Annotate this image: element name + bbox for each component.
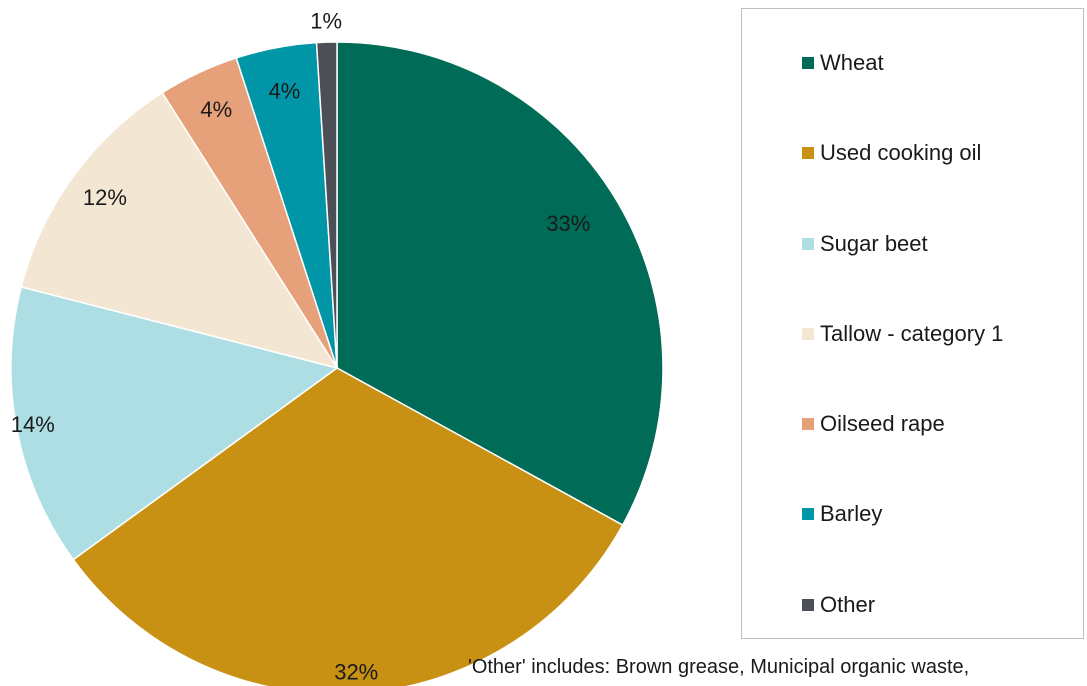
- legend-label-sugar-beet: Sugar beet: [820, 231, 928, 256]
- legend-swatch-sugar-beet: [802, 238, 814, 250]
- pie-data-labels: 33% 32% 14% 12% 4% 4% 1%: [11, 8, 591, 684]
- legend-label-barley: Barley: [820, 501, 883, 526]
- legend-swatch-other: [802, 599, 814, 611]
- data-label-tallow-category-1: 12%: [83, 185, 127, 210]
- legend-label-oilseed-rape: Oilseed rape: [820, 411, 945, 436]
- legend-item-wheat: Wheat: [802, 48, 884, 78]
- legend-swatch-oilseed-rape: [802, 418, 814, 430]
- pie-slices: [10, 41, 664, 686]
- legend-label-wheat: Wheat: [820, 50, 884, 75]
- legend-label-tallow-category-1: Tallow - category 1: [820, 321, 1004, 346]
- legend-item-used-cooking-oil: Used cooking oil: [802, 138, 981, 168]
- pie-slice-sugar-beet: [10, 286, 339, 561]
- legend-swatch-barley: [802, 508, 814, 520]
- data-label-other: 1%: [310, 8, 342, 33]
- legend-label-used-cooking-oil: Used cooking oil: [820, 140, 982, 165]
- pie-slice-used-cooking-oil: [72, 367, 624, 686]
- chart-footnote: 'Other' includes: Brown grease, Municipa…: [468, 656, 970, 678]
- legend-swatch-used-cooking-oil: [802, 147, 814, 159]
- legend: Wheat Used cooking oil Sugar beet Tallow…: [741, 8, 1084, 639]
- legend-item-sugar-beet: Sugar beet: [802, 229, 928, 259]
- data-label-wheat: 33%: [546, 211, 590, 236]
- data-label-sugar-beet: 14%: [11, 412, 55, 437]
- data-label-oilseed-rape: 4%: [200, 97, 232, 122]
- data-label-used-cooking-oil: 32%: [334, 660, 378, 685]
- data-label-barley: 4%: [269, 78, 301, 103]
- legend-item-tallow-category-1: Tallow - category 1: [802, 319, 1003, 349]
- legend-item-barley: Barley: [802, 499, 882, 529]
- legend-item-oilseed-rape: Oilseed rape: [802, 409, 945, 439]
- pie-slice-other: [315, 41, 338, 369]
- legend-swatch-wheat: [802, 57, 814, 69]
- legend-item-other: Other: [802, 590, 875, 620]
- pie-slice-wheat: [336, 41, 664, 527]
- legend-swatch-tallow-category-1: [802, 328, 814, 340]
- legend-label-other: Other: [820, 592, 876, 617]
- pie-slice-tallow-category-1: [20, 91, 339, 370]
